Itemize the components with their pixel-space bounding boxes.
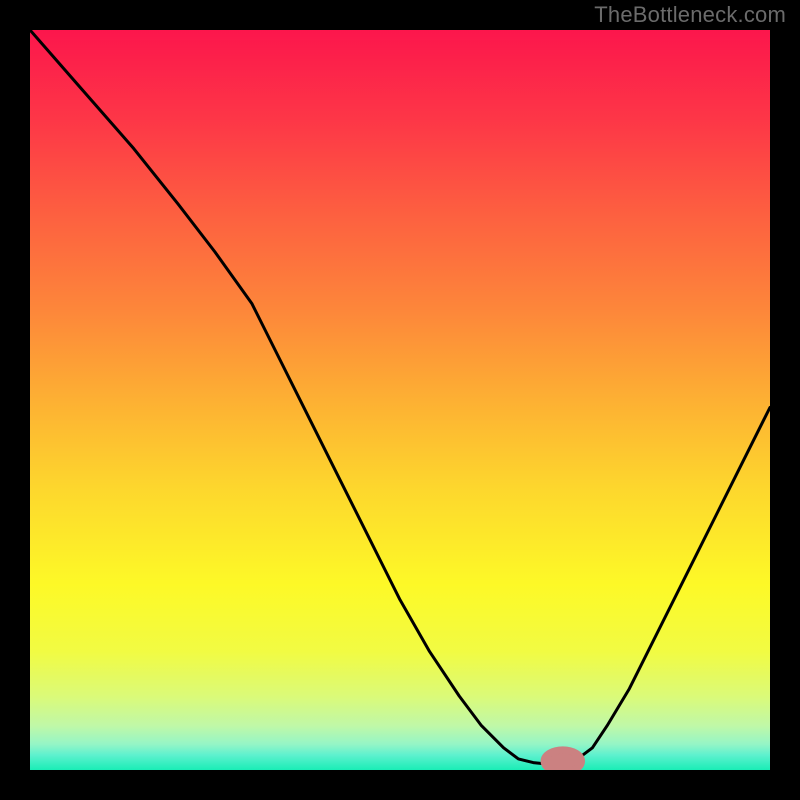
chart-gradient-background <box>30 30 770 770</box>
watermark-text: TheBottleneck.com <box>594 2 786 28</box>
optimal-marker <box>544 750 581 770</box>
bottleneck-chart <box>30 30 770 770</box>
